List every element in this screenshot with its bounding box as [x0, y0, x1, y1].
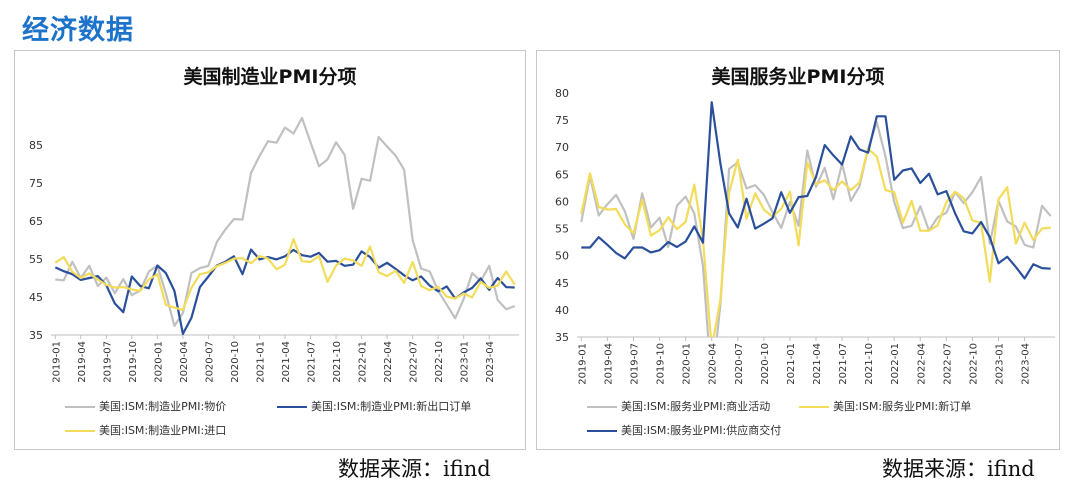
legend-label: 美国:ISM:服务业PMI:商业活动 [621, 400, 771, 413]
y-tick-label: 45 [555, 277, 569, 290]
x-tick-label: 2022-07 [409, 341, 420, 383]
x-tick-label: 2022-04 [383, 341, 394, 383]
series-line-2 [54, 238, 516, 311]
legend-swatch [587, 406, 617, 408]
x-tick-label: 2021-04 [281, 341, 292, 383]
data-source-label: 数据来源：ifind [338, 457, 491, 481]
x-tick-label: 2023-01 [995, 343, 1006, 385]
y-tick-label: 70 [555, 141, 569, 154]
data-source-label: 数据来源：ifind [882, 457, 1035, 481]
x-tick-label: 2019-10 [656, 343, 667, 385]
x-tick-label: 2021-07 [838, 343, 849, 385]
legend-item-prices: 美国:ISM:制造业PMI:物价 [65, 398, 226, 414]
chart-panel-manufacturing: 美国制造业PMI分项 35 45 55 65 75 85 2019-01 2019-04 201… [14, 50, 526, 450]
x-tick-label: 2020-10 [230, 341, 241, 383]
x-tick-label: 2020-10 [760, 343, 771, 385]
x-tick-label: 2019-10 [128, 341, 139, 383]
legend-item-business-activity: 美国:ISM:服务业PMI:商业活动 [587, 398, 770, 414]
x-tick-label: 2019-01 [51, 341, 62, 383]
x-tick-label: 2023-04 [485, 341, 496, 383]
y-tick-label: 60 [555, 195, 569, 208]
y-tick-label: 35 [29, 329, 43, 342]
chart-manufacturing-svg: 35 45 55 65 75 85 2019-01 2019-04 2019-07 2019-10… [29, 116, 519, 383]
legend-label: 美国:ISM:服务业PMI:供应商交付 [621, 424, 782, 437]
x-tick-label: 2022-10 [434, 341, 445, 383]
y-tick-label: 55 [29, 253, 43, 266]
legend-item-supplier-deliveries: 美国:ISM:服务业PMI:供应商交付 [587, 422, 781, 438]
x-tick-label: 2023-04 [1021, 343, 1032, 385]
legend-item-export-orders: 美国:ISM:制造业PMI:新出口订单 [277, 398, 471, 414]
x-tick-label: 2019-01 [577, 343, 588, 385]
x-tick-label: 2022-01 [890, 343, 901, 385]
x-tick-label: 2021-07 [307, 341, 318, 383]
series-line-0 [580, 121, 1052, 337]
x-tick-label: 2022-04 [916, 343, 927, 385]
y-tick-label: 65 [29, 215, 43, 228]
x-tick-label: 2019-04 [77, 341, 88, 383]
series-line-1 [54, 248, 515, 335]
chart-panel-services: 美国服务业PMI分项 35 40 45 50 55 60 65 70 75 80 2019-01 20… [536, 50, 1060, 450]
legend-label: 美国:ISM:制造业PMI:新出口订单 [311, 400, 472, 413]
legend-swatch [799, 406, 829, 408]
y-tick-label: 50 [555, 250, 569, 263]
legend-swatch [65, 406, 95, 408]
legend-swatch [587, 430, 617, 432]
legend-label: 美国:ISM:制造业PMI:进口 [99, 424, 227, 437]
y-tick-label: 40 [555, 304, 569, 317]
series-line-2 [581, 101, 1051, 280]
y-tick-label: 35 [555, 331, 569, 344]
x-tick-label: 2021-01 [255, 341, 266, 383]
x-tick-label: 2021-04 [812, 343, 823, 385]
chart-services-svg: 35 40 45 50 55 60 65 70 75 80 2019-01 2019-04 2019-0… [555, 87, 1055, 385]
chart-title: 美国服务业PMI分项 [711, 66, 885, 88]
y-tick-label: 85 [29, 139, 43, 152]
legend-label: 美国:ISM:制造业PMI:物价 [99, 400, 227, 413]
x-tick-label: 2019-04 [603, 343, 614, 385]
y-tick-label: 45 [29, 291, 43, 304]
chart-title: 美国制造业PMI分项 [183, 66, 357, 88]
page-title: 经济数据 [22, 15, 134, 46]
x-tick-label: 2020-04 [179, 341, 190, 383]
legend-label: 美国:ISM:服务业PMI:新订单 [833, 400, 972, 413]
x-tick-label: 2019-07 [629, 343, 640, 385]
x-tick-label: 2020-07 [204, 341, 215, 383]
y-tick-label: 75 [29, 177, 43, 190]
x-tick-label: 2020-01 [682, 343, 693, 385]
x-tick-label: 2022-07 [942, 343, 953, 385]
x-tick-label: 2020-01 [153, 341, 164, 383]
y-tick-label: 80 [555, 87, 569, 100]
x-tick-label: 2020-07 [734, 343, 745, 385]
legend-item-new-orders: 美国:ISM:服务业PMI:新订单 [799, 398, 971, 414]
x-tick-label: 2020-04 [708, 343, 719, 385]
x-tick-label: 2022-10 [968, 343, 979, 385]
y-tick-label: 65 [555, 168, 569, 181]
x-tick-label: 2021-10 [864, 343, 875, 385]
y-tick-label: 75 [555, 114, 569, 127]
x-tick-label: 2023-01 [460, 341, 471, 383]
y-tick-label: 55 [555, 223, 569, 236]
x-tick-label: 2021-10 [332, 341, 343, 383]
legend-swatch [277, 406, 307, 408]
legend-item-imports: 美国:ISM:制造业PMI:进口 [65, 422, 226, 438]
x-tick-label: 2019-07 [102, 341, 113, 383]
x-tick-label: 2021-01 [786, 343, 797, 385]
legend-swatch [65, 430, 95, 432]
x-tick-label: 2022-01 [358, 341, 369, 383]
series-line-1 [580, 147, 1051, 337]
